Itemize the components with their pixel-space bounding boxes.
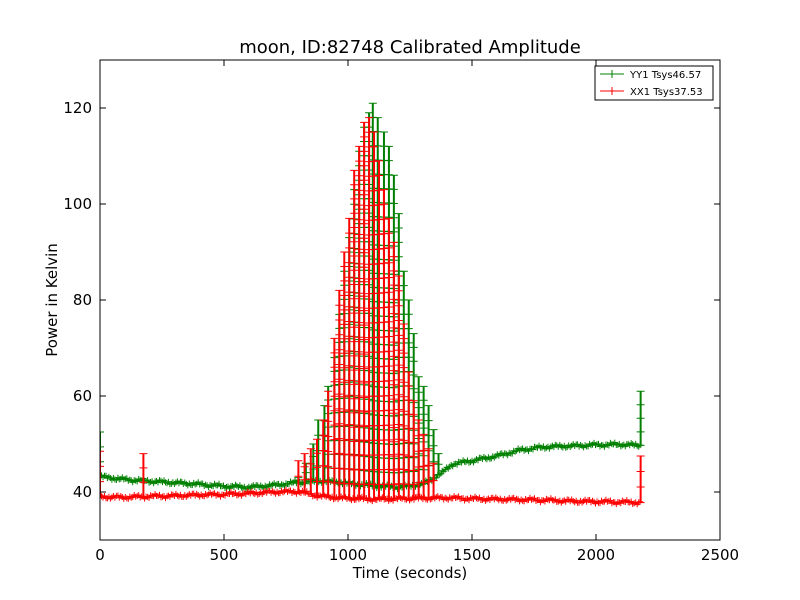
x-axis-label: Time (seconds) [352, 564, 468, 582]
spike-xx1-tsys37-53-19 [384, 217, 393, 500]
spike-xx1-tsys37-53-4 [306, 448, 315, 495]
legend-box [594, 65, 714, 101]
spike-xx1-tsys37-53-17 [375, 160, 383, 500]
spike-xx1-tsys37-53-11 [345, 217, 354, 499]
series-layer [100, 102, 645, 508]
spike-xx1-tsys37-53-29 [636, 455, 645, 504]
spike-xx1-tsys37-53-1 [139, 453, 148, 498]
spike-yy1-tsys46-57-29 [636, 390, 645, 446]
spike-xx1-tsys37-53-13 [355, 145, 364, 500]
y-tick-label: 60 [73, 387, 92, 405]
legend-marker-yy1 [608, 70, 616, 78]
spike-xx1-tsys37-53-18 [380, 189, 388, 500]
spike-yy1-tsys46-57-16 [373, 117, 382, 487]
x-tick-label: 2500 [701, 546, 739, 564]
spike-xx1-tsys37-53-28 [429, 462, 438, 499]
spike-xx1-tsys37-53-23 [404, 371, 413, 499]
spike-xx1-tsys37-53-26 [419, 433, 428, 499]
legend-marker-xx1 [608, 87, 616, 95]
x-tick-label: 1500 [453, 546, 491, 564]
spike-xx1-tsys37-53-5 [313, 438, 321, 497]
legend-label-xx1: XX1 Tsys37.53 [630, 87, 703, 98]
y-tick-label: 120 [63, 99, 92, 117]
spike-xx1-tsys37-53-16 [370, 131, 378, 500]
spike-xx1-tsys37-53-9 [335, 289, 344, 499]
legend: YY1 Tsys46.57 XX1 Tsys37.53 [594, 65, 714, 101]
legend-label-yy1: YY1 Tsys46.57 [629, 70, 701, 81]
spike-xx1-tsys37-53-21 [394, 275, 403, 500]
y-tick-label: 80 [73, 291, 92, 309]
spike-xx1-tsys37-53-7 [324, 390, 333, 498]
x-tick-label: 500 [210, 546, 239, 564]
spike-xx1-tsys37-53-27 [424, 448, 433, 499]
spike-xx1-tsys37-53-12 [350, 169, 359, 499]
spike-xx1-tsys37-53-10 [340, 251, 349, 499]
series-xx1-tsys37-53 [100, 117, 645, 508]
y-axis-label: Power in Kelvin [43, 243, 61, 357]
spike-xx1-tsys37-53-3 [300, 453, 309, 494]
spike-xx1-tsys37-53-8 [330, 337, 339, 498]
spike-xx1-tsys37-53-25 [414, 419, 423, 499]
y-tick-label: 40 [73, 483, 92, 501]
spike-xx1-tsys37-53-15 [365, 117, 374, 500]
spike-xx1-tsys37-53-2 [294, 460, 303, 492]
spike-yy1-tsys46-57-28 [434, 453, 443, 476]
chart-title: moon, ID:82748 Calibrated Amplitude [239, 37, 581, 58]
spike-xx1-tsys37-53-6 [319, 419, 328, 497]
spike-xx1-tsys37-53-24 [409, 400, 418, 499]
tick-layer: 0 500 1000 1500 2000 2500 40 60 80 100 120 [63, 60, 739, 564]
y-tick-label: 100 [63, 195, 92, 213]
spike-xx1-tsys37-53-20 [389, 241, 398, 500]
spike-xx1-tsys37-53-22 [399, 323, 408, 500]
x-tick-label: 1000 [329, 546, 367, 564]
spike-xx1-tsys37-53-14 [360, 121, 369, 500]
x-tick-label: 2000 [577, 546, 615, 564]
x-tick-label: 0 [95, 546, 105, 564]
spike-yy1-tsys46-57-15 [368, 102, 377, 487]
